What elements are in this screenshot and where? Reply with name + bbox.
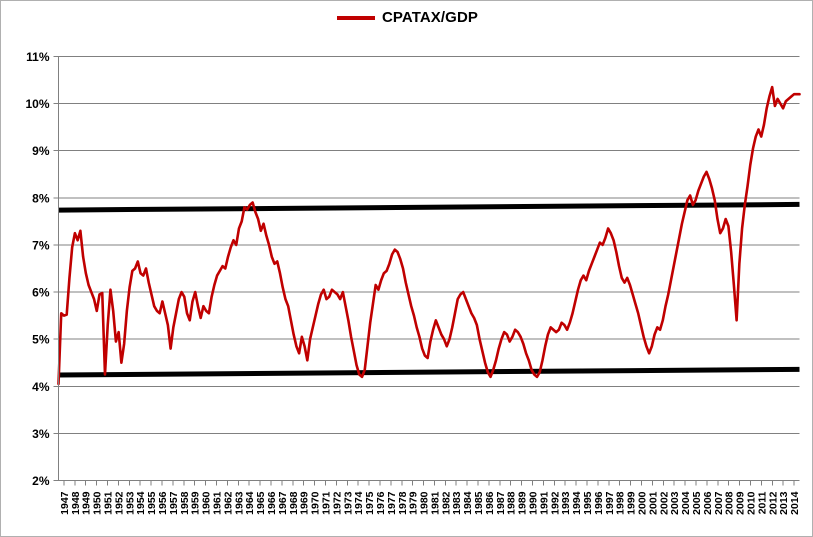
x-axis-tick-label: 1967 bbox=[277, 491, 289, 515]
x-axis-tick-label: 1951 bbox=[103, 491, 115, 515]
x-axis-tick-label: 1968 bbox=[288, 491, 300, 515]
x-axis-tick-label: 1985 bbox=[473, 491, 485, 515]
x-axis-tick-label: 1952 bbox=[113, 491, 125, 515]
y-axis-tick-label: 6% bbox=[32, 286, 50, 300]
y-axis-tick-label: 3% bbox=[32, 427, 50, 441]
y-axis-tick-label: 2% bbox=[32, 474, 50, 488]
x-axis-tick-label: 1954 bbox=[135, 491, 147, 515]
x-axis-tick-label: 1970 bbox=[310, 491, 322, 515]
y-axis-tick-label: 10% bbox=[25, 97, 49, 111]
y-axis-tick-label: 8% bbox=[32, 191, 50, 205]
x-axis-tick-label: 1971 bbox=[320, 491, 332, 515]
x-axis-tick-label: 1976 bbox=[375, 491, 387, 515]
x-axis-tick-label: 1991 bbox=[538, 491, 550, 515]
x-axis-tick-label: 1996 bbox=[593, 491, 605, 515]
series-line-cpatax-gdp bbox=[57, 85, 801, 386]
x-axis-tick-label: 1999 bbox=[626, 491, 638, 515]
x-axis-tick-label: 1973 bbox=[342, 491, 354, 515]
x-axis-tick-label: 1957 bbox=[168, 491, 180, 515]
x-axis-tick-label: 1969 bbox=[299, 491, 311, 515]
x-axis-tick-label: 1950 bbox=[92, 491, 104, 515]
x-axis-tick-label: 1992 bbox=[549, 491, 561, 515]
x-axis-tick-label: 1959 bbox=[190, 491, 202, 515]
x-axis-tick-label: 1978 bbox=[397, 491, 409, 515]
x-axis-labels-group: 1947194819491950195119521953195419551956… bbox=[59, 491, 801, 515]
x-axis-tick-label: 1995 bbox=[582, 491, 594, 515]
reference-lines-group bbox=[58, 201, 800, 378]
x-axis-tick-label: 1981 bbox=[429, 491, 441, 515]
lower-bound-line bbox=[58, 366, 800, 378]
x-axis-tick-label: 1983 bbox=[451, 491, 463, 515]
x-axis-tick-label: 2005 bbox=[691, 491, 703, 515]
gridlines-group bbox=[58, 56, 800, 481]
x-axis-tick-label: 1956 bbox=[157, 491, 169, 515]
y-axis-tick-label: 9% bbox=[32, 144, 50, 158]
x-axis-tick-label: 1948 bbox=[70, 491, 82, 515]
x-axis-tick-label: 1997 bbox=[604, 491, 616, 515]
x-axis-tick-label: 2003 bbox=[669, 491, 681, 515]
x-axis-tick-label: 1977 bbox=[386, 491, 398, 515]
x-axis-tick-label: 1963 bbox=[233, 491, 245, 515]
x-axis-tick-label: 2006 bbox=[702, 491, 714, 515]
x-axis-tick-label: 1972 bbox=[331, 491, 343, 515]
x-axis-tick-label: 2002 bbox=[658, 491, 670, 515]
x-axis-tick-label: 1994 bbox=[571, 491, 583, 515]
x-axis-tick-label: 1975 bbox=[364, 491, 376, 515]
y-axis-tick-label: 11% bbox=[26, 50, 50, 64]
x-axis-tick-label: 1964 bbox=[244, 491, 256, 515]
x-axis-tick-label: 2000 bbox=[636, 491, 648, 515]
x-axis-tick-label: 1987 bbox=[495, 491, 507, 515]
x-axis-tick-label: 2007 bbox=[713, 491, 725, 515]
x-axis-tick-label: 1947 bbox=[59, 491, 71, 515]
x-axis-tick-label: 1990 bbox=[528, 491, 540, 515]
x-axis-tick-label: 1988 bbox=[506, 491, 518, 515]
y-axis-tick-label: 5% bbox=[32, 333, 50, 347]
y-axis-ticks-group bbox=[53, 56, 59, 481]
x-axis-tick-label: 1961 bbox=[212, 491, 224, 515]
x-axis-tick-label: 1958 bbox=[179, 491, 191, 515]
x-axis-ticks-group bbox=[63, 480, 795, 486]
x-axis-tick-label: 1984 bbox=[462, 491, 474, 515]
x-axis-tick-label: 1982 bbox=[440, 491, 452, 515]
x-axis-tick-label: 2011 bbox=[756, 491, 768, 514]
x-axis-tick-label: 1960 bbox=[201, 491, 213, 515]
x-axis-tick-label: 1953 bbox=[124, 491, 136, 515]
x-axis-tick-label: 1980 bbox=[419, 491, 431, 515]
x-axis-tick-label: 1974 bbox=[353, 491, 365, 515]
y-axis-tick-label: 4% bbox=[32, 380, 50, 394]
x-axis-tick-label: 2010 bbox=[745, 491, 757, 515]
x-axis-tick-label: 1966 bbox=[266, 491, 278, 515]
x-axis-tick-label: 1962 bbox=[222, 491, 234, 515]
x-axis-tick-label: 1993 bbox=[560, 491, 572, 515]
x-axis-tick-label: 2008 bbox=[724, 491, 736, 515]
x-axis-tick-label: 1986 bbox=[484, 491, 496, 515]
x-axis-tick-label: 2014 bbox=[789, 491, 801, 515]
upper-bound-line bbox=[58, 201, 800, 213]
x-axis-tick-label: 1979 bbox=[408, 491, 420, 515]
x-axis-tick-label: 1965 bbox=[255, 491, 267, 515]
y-axis-tick-label: 7% bbox=[32, 238, 50, 252]
y-axis-labels-group: 11% 10% 9% 8% 7% 6% 5% 4% 3% 2% bbox=[25, 50, 49, 488]
x-axis-tick-label: 2009 bbox=[735, 491, 747, 515]
x-axis-tick-label: 2012 bbox=[767, 491, 779, 515]
x-axis-tick-label: 1998 bbox=[615, 491, 627, 515]
x-axis-tick-label: 2004 bbox=[680, 491, 692, 515]
x-axis-tick-label: 1989 bbox=[517, 491, 529, 515]
x-axis-tick-label: 1955 bbox=[146, 491, 158, 515]
x-axis-tick-label: 2001 bbox=[647, 491, 659, 515]
x-axis-tick-label: 1949 bbox=[81, 491, 93, 515]
x-axis-tick-label: 2013 bbox=[778, 491, 790, 515]
